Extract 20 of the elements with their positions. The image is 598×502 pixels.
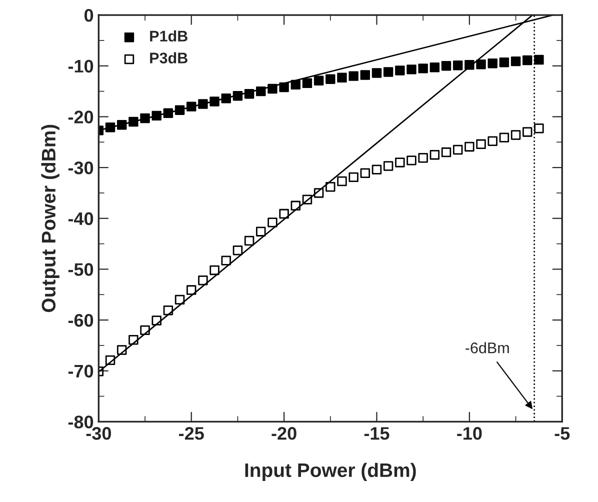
x-tick-label: -20 [272, 427, 296, 440]
legend-label: P3dB [150, 52, 188, 64]
y-tick-label: -60 [68, 314, 94, 327]
x-axis-title: Input Power (dBm) [245, 462, 416, 481]
y-tick-label: 0 [84, 8, 94, 22]
y-tick-label: -40 [68, 212, 94, 226]
y-tick-label: -20 [68, 110, 94, 124]
x-tick-label: -10 [457, 427, 482, 440]
y-axis-title: Output Power (dBm) [41, 124, 60, 312]
y-tick-label: -50 [68, 263, 94, 276]
x-tick-label: -15 [364, 427, 390, 440]
y-tick-label: -30 [68, 161, 94, 174]
legend-label: P1dB [150, 30, 188, 42]
x-tick-label: -25 [179, 427, 204, 440]
x-tick-label: -5 [554, 427, 570, 440]
y-tick-label: -80 [68, 416, 94, 428]
y-tick-label: -70 [68, 364, 94, 378]
x-tick-label: -30 [86, 427, 111, 440]
y-tick-label: -10 [68, 60, 94, 73]
annotation: -6dBm [466, 342, 509, 354]
